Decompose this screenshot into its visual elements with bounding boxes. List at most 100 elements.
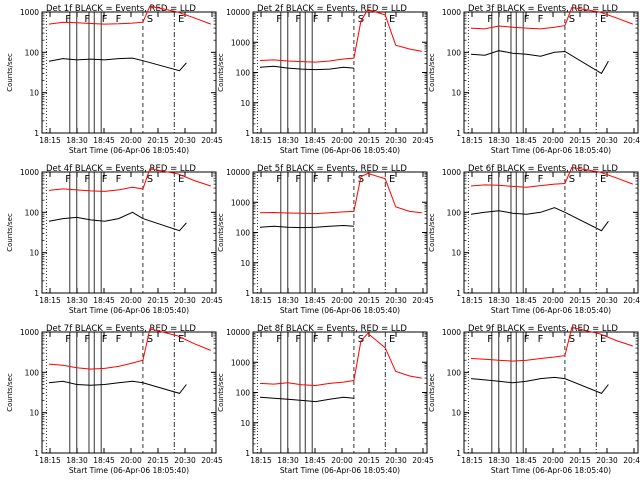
event-marker-label: S bbox=[358, 14, 364, 25]
y-tick-label: 10000 bbox=[226, 8, 250, 17]
x-tick-label: 20:00 bbox=[120, 296, 142, 305]
series-line-lld bbox=[259, 9, 422, 63]
event-marker-label: F bbox=[276, 14, 282, 25]
event-marker-label: S bbox=[569, 174, 575, 185]
chart-title: Det 9f BLACK = Events, RED = LLD bbox=[468, 324, 618, 334]
x-axis-label: Start Time (06-Apr-06 18:05:40) bbox=[69, 146, 189, 155]
event-marker-label: F bbox=[313, 174, 319, 185]
y-tick-label: 1000 bbox=[231, 198, 250, 207]
x-tick-label: 20:45 bbox=[201, 136, 223, 145]
y-axis-label: Counts/sec bbox=[217, 373, 225, 412]
series-line-lld bbox=[470, 326, 633, 362]
x-axis-label: Start Time (06-Apr-06 18:05:40) bbox=[280, 306, 400, 315]
x-tick-label: 18:15 bbox=[461, 136, 483, 145]
y-tick-label: 1 bbox=[34, 129, 39, 138]
y-tick-label: 1000 bbox=[442, 168, 461, 177]
plot-frame bbox=[41, 11, 217, 134]
plot-frame bbox=[252, 171, 428, 294]
x-axis-label: Start Time (06-Apr-06 18:05:40) bbox=[69, 466, 189, 475]
event-marker-label: F bbox=[65, 14, 71, 25]
x-tick-label: 20:30 bbox=[385, 296, 407, 305]
y-tick-label: 1000 bbox=[442, 8, 461, 17]
event-marker-label: F bbox=[327, 174, 333, 185]
plot-frame bbox=[41, 171, 217, 294]
y-tick-label: 10 bbox=[29, 89, 39, 98]
y-tick-label: 10 bbox=[451, 89, 461, 98]
event-marker-label: E bbox=[389, 334, 395, 345]
x-axis-label: Start Time (06-Apr-06 18:05:40) bbox=[491, 146, 611, 155]
y-axis-label: Counts/sec bbox=[6, 53, 14, 92]
event-marker-label: E bbox=[389, 174, 395, 185]
event-marker-label: F bbox=[313, 14, 319, 25]
event-marker-label: S bbox=[569, 334, 575, 345]
plot-frame bbox=[463, 11, 639, 134]
y-tick-label: 1 bbox=[245, 289, 250, 298]
x-axis-label: Start Time (06-Apr-06 18:05:40) bbox=[280, 466, 400, 475]
y-tick-label: 10 bbox=[29, 409, 39, 418]
event-marker-label: F bbox=[84, 14, 90, 25]
y-tick-label: 1 bbox=[34, 289, 39, 298]
event-marker-label: S bbox=[147, 174, 153, 185]
event-marker-label: F bbox=[102, 334, 108, 345]
x-tick-label: 20:30 bbox=[174, 456, 196, 465]
x-tick-label: 18:30 bbox=[66, 296, 88, 305]
event-marker-label: S bbox=[569, 14, 575, 25]
x-axis-label: Start Time (06-Apr-06 18:05:40) bbox=[491, 466, 611, 475]
x-tick-label: 20:45 bbox=[623, 296, 640, 305]
event-marker-label: E bbox=[600, 14, 606, 25]
series-line-lld bbox=[48, 168, 211, 192]
event-marker-label: F bbox=[295, 174, 301, 185]
series-line-lld bbox=[48, 5, 211, 25]
event-marker-label: F bbox=[538, 14, 544, 25]
event-marker-label: F bbox=[65, 334, 71, 345]
series-line-lld bbox=[470, 166, 633, 188]
event-marker-label: E bbox=[389, 14, 395, 25]
event-marker-label: F bbox=[295, 14, 301, 25]
chart-title: Det 4f BLACK = Events, RED = LLD bbox=[46, 164, 196, 174]
x-tick-label: 20:45 bbox=[412, 456, 434, 465]
event-marker-label: F bbox=[116, 14, 122, 25]
series-line-events bbox=[470, 50, 609, 75]
chart-title: Det 7f BLACK = Events, RED = LLD bbox=[46, 324, 196, 334]
x-tick-label: 20:30 bbox=[174, 296, 196, 305]
y-axis-label: Counts/sec bbox=[217, 213, 225, 252]
x-tick-label: 18:45 bbox=[515, 296, 537, 305]
chart-panel-9: Det 9f BLACK = Events, RED = LLD Counts/s… bbox=[428, 324, 640, 475]
y-tick-label: 100 bbox=[236, 229, 251, 238]
chart-panel-1: Det 1f BLACK = Events, RED = LLD Counts/s… bbox=[6, 4, 223, 155]
x-tick-label: 20:15 bbox=[147, 296, 169, 305]
event-marker-label: S bbox=[147, 334, 153, 345]
event-marker-label: F bbox=[102, 174, 108, 185]
y-tick-label: 10 bbox=[451, 409, 461, 418]
y-tick-label: 1 bbox=[456, 129, 461, 138]
chart-title: Det 8f BLACK = Events, RED = LLD bbox=[257, 324, 407, 334]
x-tick-label: 20:15 bbox=[569, 136, 591, 145]
x-tick-label: 18:15 bbox=[250, 296, 272, 305]
x-tick-label: 18:30 bbox=[488, 296, 510, 305]
x-tick-label: 18:15 bbox=[39, 136, 61, 145]
event-marker-label: F bbox=[506, 174, 512, 185]
event-marker-label: F bbox=[102, 14, 108, 25]
y-tick-label: 1 bbox=[456, 289, 461, 298]
x-tick-label: 18:45 bbox=[515, 136, 537, 145]
series-line-events bbox=[259, 224, 354, 229]
y-axis-label: Counts/sec bbox=[6, 213, 14, 252]
event-marker-label: F bbox=[538, 334, 544, 345]
x-tick-label: 18:30 bbox=[277, 456, 299, 465]
x-tick-label: 20:00 bbox=[331, 456, 353, 465]
chart-panel-8: Det 8f BLACK = Events, RED = LLD Counts/s… bbox=[217, 324, 434, 475]
x-tick-label: 20:30 bbox=[174, 136, 196, 145]
series-line-lld bbox=[48, 328, 211, 370]
y-tick-label: 10 bbox=[240, 259, 250, 268]
x-tick-label: 18:15 bbox=[39, 296, 61, 305]
y-tick-label: 100 bbox=[236, 389, 251, 398]
x-tick-label: 18:30 bbox=[277, 136, 299, 145]
event-marker-label: E bbox=[178, 334, 184, 345]
event-marker-label: F bbox=[487, 334, 493, 345]
plot-frame bbox=[252, 11, 428, 134]
y-tick-label: 1 bbox=[456, 449, 461, 458]
y-tick-label: 10000 bbox=[226, 168, 250, 177]
y-tick-label: 100 bbox=[25, 208, 40, 217]
series-line-events bbox=[259, 65, 354, 71]
